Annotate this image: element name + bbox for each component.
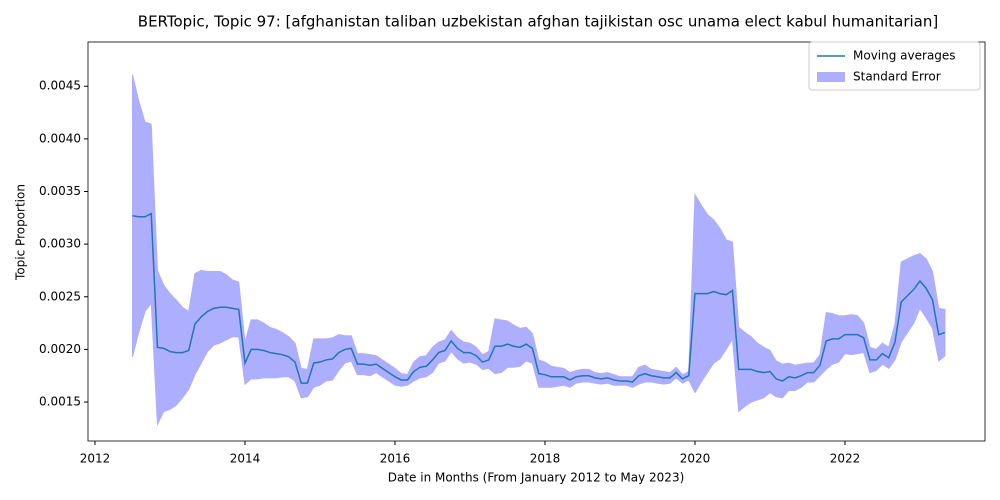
x-tick-label: 2016	[380, 452, 411, 466]
y-tick-label: 0.0035	[39, 184, 81, 198]
y-tick-label: 0.0045	[39, 79, 81, 93]
legend-label: Standard Error	[853, 70, 941, 84]
x-tick-label: 2020	[680, 452, 711, 466]
x-tick-label: 2018	[530, 452, 561, 466]
y-tick-label: 0.0015	[39, 395, 81, 409]
x-tick-label: 2012	[80, 452, 111, 466]
error-band	[131, 74, 946, 427]
x-tick-label: 2022	[830, 452, 861, 466]
y-tick-label: 0.0040	[39, 131, 81, 145]
chart-title: BERTopic, Topic 97: [afghanistan taliban…	[138, 13, 938, 31]
y-tick-label: 0.0030	[39, 237, 81, 251]
legend-box	[808, 41, 981, 91]
line	[132, 212, 946, 384]
legend-label: Moving averages	[853, 49, 956, 63]
y-tick-label: 0.0025	[39, 289, 81, 303]
y-axis-label: Topic Proportion	[14, 184, 28, 281]
x-tick-label: 2014	[230, 452, 261, 466]
y-tick-label: 0.0020	[39, 342, 81, 356]
legend-swatch	[817, 72, 845, 82]
x-axis-label: Date in Months (From January 2012 to May…	[388, 471, 685, 485]
plot-frame	[87, 41, 986, 442]
